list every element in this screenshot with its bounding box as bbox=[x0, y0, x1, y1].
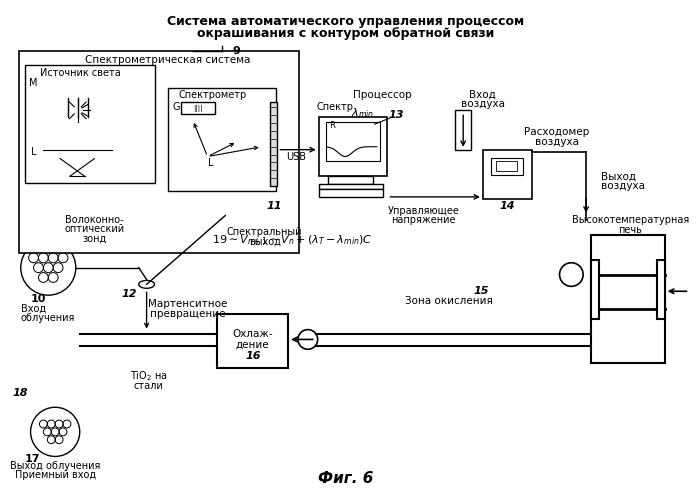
Text: Вход: Вход bbox=[21, 304, 46, 314]
Text: Процессор: Процессор bbox=[354, 90, 412, 100]
Text: L: L bbox=[208, 158, 213, 169]
Bar bbox=[326, 122, 379, 162]
Text: G: G bbox=[172, 102, 180, 113]
Text: Фиг. 6: Фиг. 6 bbox=[318, 471, 373, 486]
Text: ||||: |||| bbox=[193, 105, 202, 112]
Bar bbox=[591, 260, 599, 319]
Text: TiO$_2$ на: TiO$_2$ на bbox=[130, 369, 167, 383]
Bar bbox=[270, 103, 277, 186]
Text: Мартенситное: Мартенситное bbox=[148, 299, 228, 309]
Bar bbox=[491, 158, 523, 175]
Bar bbox=[483, 150, 532, 199]
Bar bbox=[496, 162, 517, 171]
Text: Волоконно-: Волоконно- bbox=[65, 215, 124, 226]
Text: дение: дение bbox=[236, 339, 270, 349]
Text: Зона окисления: Зона окисления bbox=[405, 296, 492, 306]
Text: печь: печь bbox=[618, 225, 643, 235]
Text: M: M bbox=[29, 78, 38, 88]
Text: 9: 9 bbox=[232, 47, 240, 57]
Bar bbox=[318, 117, 388, 176]
Text: зонд: зонд bbox=[83, 233, 106, 243]
Text: воздуха: воздуха bbox=[461, 100, 505, 110]
Text: $\lambda_{min}$: $\lambda_{min}$ bbox=[351, 107, 374, 120]
Text: Выход облучения: Выход облучения bbox=[10, 461, 100, 471]
Text: 10: 10 bbox=[31, 294, 46, 304]
Text: 18: 18 bbox=[13, 387, 29, 397]
Text: Спектральный: Спектральный bbox=[227, 227, 302, 237]
Text: Управляющее: Управляющее bbox=[388, 206, 460, 216]
Text: 13: 13 bbox=[389, 110, 404, 120]
Bar bbox=[168, 88, 276, 191]
Text: выход: выход bbox=[248, 237, 281, 247]
Bar bbox=[25, 65, 155, 183]
Bar bbox=[657, 260, 665, 319]
Bar bbox=[218, 314, 288, 368]
Bar bbox=[19, 52, 299, 253]
Text: Выход: Выход bbox=[601, 171, 636, 181]
Text: Источник света: Источник света bbox=[41, 68, 121, 78]
Text: превращение: превращение bbox=[150, 309, 225, 319]
Text: $19 \sim V_{n+1} \sim V_n + (\lambda_T - \lambda_{min})C$: $19 \sim V_{n+1} \sim V_n + (\lambda_T -… bbox=[213, 233, 373, 247]
Bar bbox=[318, 184, 383, 189]
Text: Спектрометрическая система: Спектрометрическая система bbox=[85, 55, 250, 65]
Text: USB: USB bbox=[286, 152, 306, 162]
Text: напряжение: напряжение bbox=[391, 215, 456, 226]
Text: Вход: Вход bbox=[470, 90, 496, 100]
Text: 11: 11 bbox=[267, 201, 282, 211]
Text: 16: 16 bbox=[245, 351, 260, 361]
Text: L: L bbox=[31, 147, 36, 157]
Text: Охлаж-: Охлаж- bbox=[232, 328, 273, 339]
Text: стали: стали bbox=[134, 380, 163, 391]
Text: Расходомер: Расходомер bbox=[524, 127, 589, 137]
Text: оптический: оптический bbox=[64, 224, 125, 234]
Bar bbox=[591, 235, 665, 363]
Text: Спектр: Спектр bbox=[317, 102, 354, 113]
Text: R: R bbox=[330, 121, 335, 129]
Bar bbox=[181, 103, 216, 114]
Bar bbox=[318, 189, 383, 197]
Text: окрашивания с контуром обратной связи: окрашивания с контуром обратной связи bbox=[197, 27, 494, 40]
Text: воздуха: воздуха bbox=[601, 181, 645, 191]
Text: Приемный вход: Приемный вход bbox=[15, 470, 96, 480]
Bar bbox=[328, 176, 372, 184]
Bar bbox=[455, 110, 471, 150]
Text: Спектрометр: Спектрометр bbox=[178, 90, 246, 100]
Text: Высокотемпературная: Высокотемпературная bbox=[572, 215, 689, 226]
Text: воздуха: воздуха bbox=[535, 137, 579, 147]
Text: 12: 12 bbox=[121, 289, 136, 299]
Text: облучения: облучения bbox=[21, 313, 75, 323]
Text: 17: 17 bbox=[25, 454, 41, 464]
Text: Система автоматического управления процессом: Система автоматического управления проце… bbox=[167, 15, 524, 28]
Text: 14: 14 bbox=[500, 201, 515, 211]
Text: 15: 15 bbox=[473, 286, 489, 296]
